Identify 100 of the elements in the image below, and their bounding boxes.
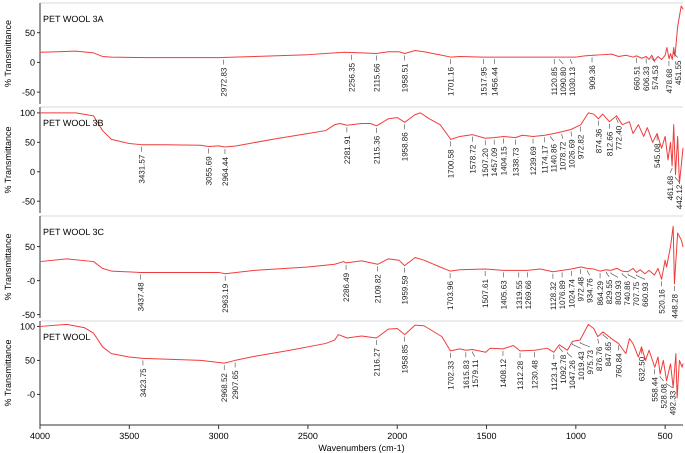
annotation: 1958.85 <box>400 344 410 374</box>
y-axis-title: % Transmittance <box>3 233 13 301</box>
annotation: 1408.12 <box>498 358 508 388</box>
annotation: 1405.63 <box>499 280 508 310</box>
y-tick-label: 50 <box>24 242 35 252</box>
y-tick-label: 50 <box>24 28 35 38</box>
annotation: 760.84 <box>614 352 624 378</box>
annotation: 2115.66 <box>372 62 382 92</box>
y-tick-label: 0 <box>30 58 35 68</box>
annotation: 1404.15 <box>500 146 509 176</box>
annotation: 1024.74 <box>567 278 576 308</box>
annotation: 3423.75 <box>138 368 148 398</box>
annotation: 1120.85 <box>550 66 560 96</box>
y-tick-label: 50 <box>24 356 35 366</box>
annotation: 2907.65 <box>231 370 240 400</box>
y-tick-label: -50 <box>22 310 35 320</box>
y-tick-label: -0 <box>26 390 35 400</box>
x-tick-label: 3000 <box>208 431 229 441</box>
annotation: 812.66 <box>605 131 614 156</box>
annotation: 1615.83 <box>462 360 471 390</box>
annotation: 2286.49 <box>342 272 352 302</box>
annotation: 1959.59 <box>400 275 410 305</box>
annotation: 606.33 <box>642 66 652 91</box>
annotation: 2256.35 <box>347 62 356 92</box>
annotation: 1507.20 <box>481 148 490 178</box>
x-tick-label: 4000 <box>30 431 50 441</box>
annotation: 478.68 <box>664 68 674 94</box>
annotation: 1090.80 <box>559 66 568 96</box>
annotation: 874.36 <box>594 128 604 154</box>
y-tick-label: 100 <box>20 322 35 332</box>
annotation: 1338.73 <box>511 147 520 177</box>
annotation: 2281.91 <box>342 134 352 164</box>
annotation: 1174.17 <box>540 144 550 174</box>
annotation: 461.68 <box>666 175 675 200</box>
annotation: 2972.83 <box>219 67 228 97</box>
annotation: 740.86 <box>623 280 632 306</box>
y-axis-title: % Transmittance <box>3 126 13 194</box>
annotation: 1578.72 <box>468 144 478 174</box>
annotation: 632.50 <box>637 356 646 382</box>
y-tick-label: 100 <box>20 108 35 118</box>
annotation: 1140.86 <box>550 144 559 172</box>
annotation: 864.29 <box>596 280 606 306</box>
annotation: 772.40 <box>614 125 624 150</box>
annotation: 1123.14 <box>550 362 559 391</box>
annotation: 2116.27 <box>372 347 382 376</box>
text: PET WOOL 3A <box>43 14 104 24</box>
y-tick-label: 50 <box>24 137 35 148</box>
annotation: 448.28 <box>670 293 680 318</box>
annotation: 1092.78 <box>558 354 568 384</box>
annotation: 660.93 <box>641 282 650 307</box>
annotation: 1319.55 <box>514 280 524 310</box>
annotation: 3437.48 <box>136 282 146 312</box>
annotation: 574.53 <box>651 64 660 90</box>
annotation: 934.76 <box>586 278 595 303</box>
annotation: 1239.69 <box>529 146 538 176</box>
annotation: 707.75 <box>632 281 642 306</box>
x-tick-label: 500 <box>658 431 673 441</box>
annotation: 528.08 <box>660 383 669 408</box>
annotation: 2115.36 <box>372 135 382 164</box>
y-axis-title: % Transmittance <box>3 339 13 407</box>
text: PET WOOL 3C <box>43 227 105 237</box>
annotation: 492.33 <box>668 390 678 416</box>
annotation: 1579.11 <box>470 359 480 388</box>
annotation: 2963.19 <box>221 283 230 313</box>
annotation: 1230.48 <box>530 360 540 390</box>
annotation: 660.51 <box>632 65 642 90</box>
annotation: 2964.44 <box>220 156 230 186</box>
annotation: 1456.44 <box>490 66 500 96</box>
text: PET WOOL <box>43 332 90 342</box>
annotation: 847.65 <box>604 341 613 366</box>
annotation: 1703.96 <box>446 280 456 310</box>
x-tick-label: 2000 <box>387 431 408 441</box>
annotation: 1958.86 <box>400 132 410 162</box>
annotation: 1128.32 <box>548 281 558 310</box>
annotation: 3431.57 <box>138 154 147 184</box>
annotation: 1701.16 <box>446 66 456 96</box>
annotation: 3055.69 <box>204 156 214 186</box>
annotation: 972.48 <box>576 276 586 302</box>
x-tick-label: 1000 <box>566 431 586 441</box>
annotation: 1269.66 <box>524 280 533 310</box>
x-tick-label: 3500 <box>119 431 140 441</box>
annotation: 1312.28 <box>516 360 526 390</box>
annotation: 1517.95 <box>479 66 488 96</box>
annotation: 520.16 <box>658 288 667 314</box>
annotation: 1507.61 <box>481 278 490 308</box>
annotation: 2109.82 <box>374 274 383 304</box>
annotation: 2968.52 <box>220 372 230 402</box>
annotation: 975.73 <box>586 349 595 374</box>
annotation: 1078.72 <box>558 141 568 171</box>
y-tick-label: -50 <box>22 196 35 206</box>
annotation: 1700.58 <box>446 148 456 178</box>
annotation: 558.44 <box>650 376 660 402</box>
annotation: 1457.09 <box>490 147 500 177</box>
annotation: 1030.13 <box>568 66 578 96</box>
y-tick-label: -50 <box>22 87 35 98</box>
annotation: 451.55 <box>674 60 683 85</box>
annotation: 909.36 <box>588 64 598 90</box>
y-tick-label: 0 <box>30 166 35 177</box>
annotation: 545.08 <box>653 142 662 168</box>
annotation: 876.76 <box>594 346 604 372</box>
